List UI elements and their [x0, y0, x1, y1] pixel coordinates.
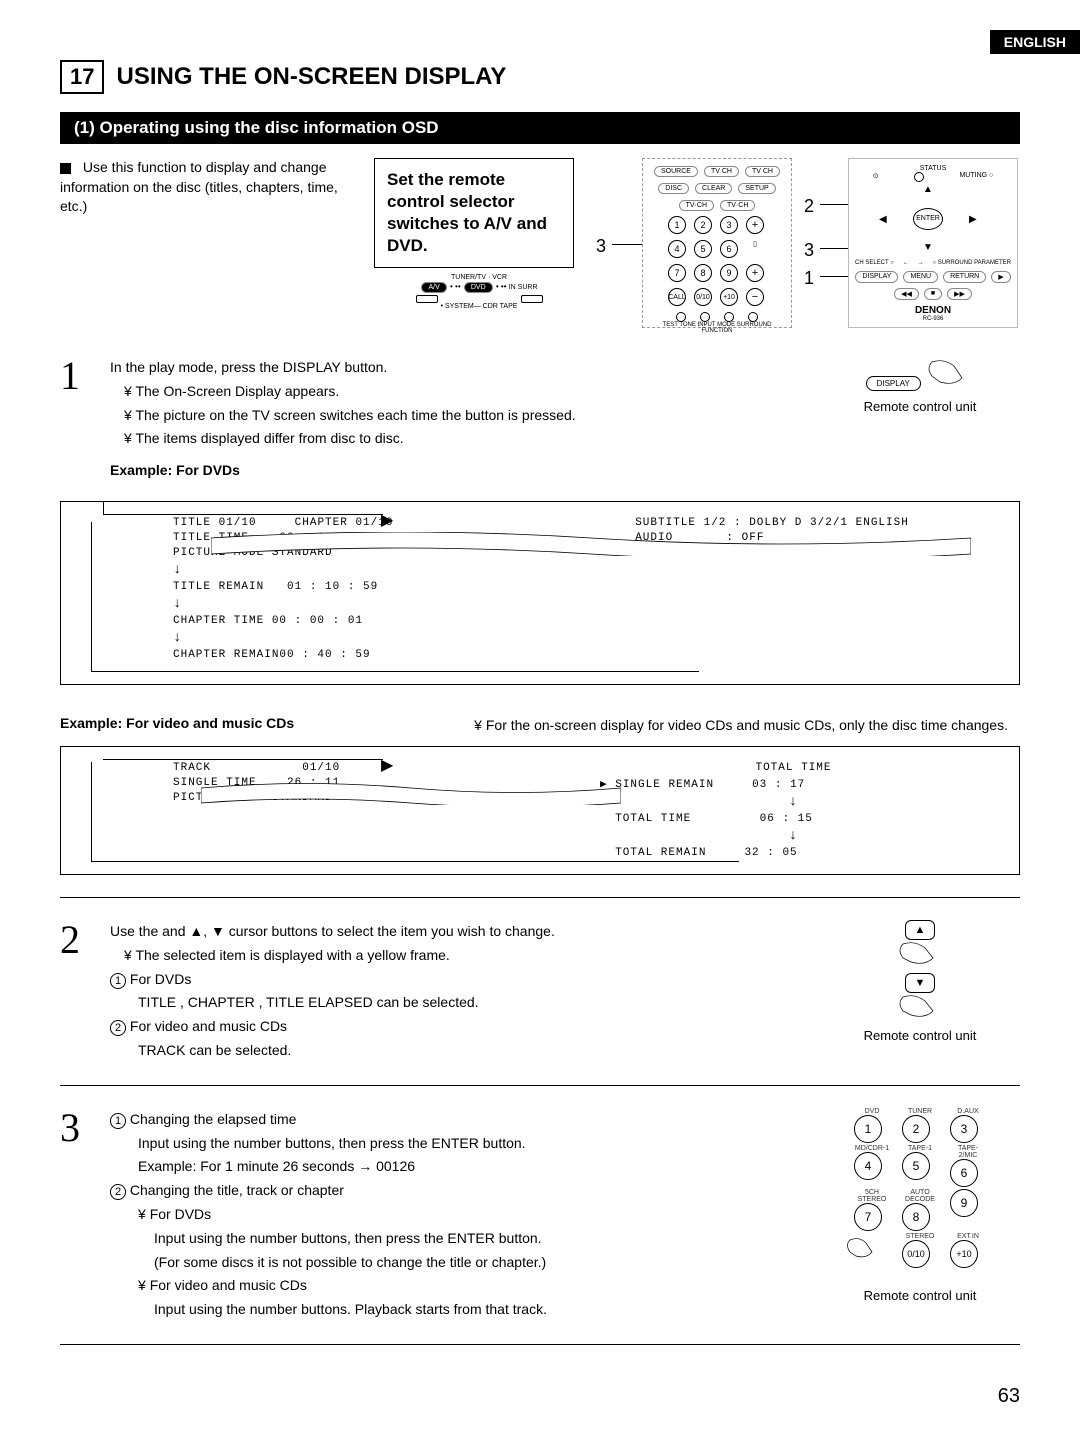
- down-arrow-button-icon: ▼: [905, 973, 935, 993]
- remote-nav-diagram: STATUS ⊙MUTING ○ ▲ ▼ ◀ ▶ ENTER CH SELECT…: [848, 158, 1018, 328]
- square-bullet-icon: [60, 163, 71, 174]
- step-1-bullet: The picture on the TV screen switches ea…: [135, 407, 575, 423]
- step-2-line: Use the and ▲, ▼ cursor buttons to selec…: [110, 920, 820, 944]
- step-3-text: Input using the number buttons, then pre…: [110, 1227, 820, 1251]
- step-2-option: For video and music CDs: [130, 1018, 287, 1034]
- cd-osd-diagram: ▶ TRACK 01/10 SINGLE TIME 26 : 11 PICTUR…: [60, 746, 1020, 875]
- callout-1: 1: [804, 268, 814, 289]
- remote-keypad-diagram: SOURCETV CHTV CHDISC CLEARSETUPTV·CHTV·C…: [642, 158, 792, 328]
- switch-diagram: TUNER/TV · VCR A/V • •• DVD • •• IN SURR…: [374, 274, 584, 310]
- step-2-bullet: The selected item is displayed with a ye…: [135, 947, 449, 963]
- remote-caption: Remote control unit: [820, 399, 1020, 414]
- hand-press-icon: [924, 356, 974, 386]
- step-3-text: Input using the number buttons, then pre…: [110, 1132, 820, 1156]
- language-tab: ENGLISH: [990, 30, 1080, 54]
- callout-3-right: 3: [804, 240, 814, 261]
- step-1-line: In the play mode, press the DISPLAY butt…: [110, 356, 820, 380]
- example-dvds-label: Example: For DVDs: [110, 459, 820, 483]
- display-button-icon: DISPLAY: [866, 376, 921, 391]
- step-3-text: Input using the number buttons. Playback…: [110, 1298, 820, 1322]
- number-keypad-diagram: DVD1TUNER2D.AUX3MD/CDR-14TAPE-15TAPE-2/M…: [820, 1108, 1020, 1270]
- step-3-number: 3: [60, 1108, 110, 1148]
- step-3-option: Changing the title, track or chapter: [130, 1182, 344, 1198]
- step-3-text: (For some discs it is not possible to ch…: [110, 1251, 820, 1275]
- subsection-bar: (1) Operating using the disc information…: [60, 112, 1020, 144]
- up-arrow-button-icon: ▲: [905, 920, 935, 940]
- section-number: 17: [60, 60, 104, 94]
- hand-press-icon: [895, 940, 945, 964]
- intro-text: Use this function to display and change …: [60, 159, 338, 214]
- callout-2: 2: [804, 196, 814, 217]
- dvd-osd-diagram: ▶ TITLE 01/10 CHAPTER 01/10 TITLE TIME 0…: [60, 501, 1020, 685]
- remote-caption: Remote control unit: [820, 1288, 1020, 1303]
- step-2-option-text: TRACK can be selected.: [110, 1039, 820, 1063]
- step-3-sub: For DVDs: [150, 1206, 211, 1222]
- set-remote-box: Set the remote control selector switches…: [374, 158, 574, 268]
- section-title: USING THE ON-SCREEN DISPLAY: [116, 63, 506, 91]
- step-2-option-text: TITLE , CHAPTER , TITLE ELAPSED can be s…: [110, 991, 820, 1015]
- hand-press-icon: [895, 993, 945, 1017]
- step-2-option: For DVDs: [130, 971, 191, 987]
- example-cds-label: Example: For video and music CDs: [60, 715, 294, 736]
- step-3-option: Changing the elapsed time: [130, 1111, 297, 1127]
- cd-note-text: For the on-screen display for video CDs …: [486, 717, 1008, 733]
- step-2-number: 2: [60, 920, 110, 960]
- page-number: 63: [60, 1385, 1020, 1408]
- step-1-bullet: The items displayed differ from disc to …: [135, 430, 403, 446]
- step-3-sub: For video and music CDs: [150, 1277, 307, 1293]
- callout-3-left: 3: [596, 236, 606, 257]
- step-1-bullet: The On-Screen Display appears.: [135, 383, 339, 399]
- step-1-number: 1: [60, 356, 110, 396]
- step-3-text: Example: For 1 minute 26 seconds → 00126: [110, 1155, 820, 1179]
- remote-caption: Remote control unit: [820, 1028, 1020, 1043]
